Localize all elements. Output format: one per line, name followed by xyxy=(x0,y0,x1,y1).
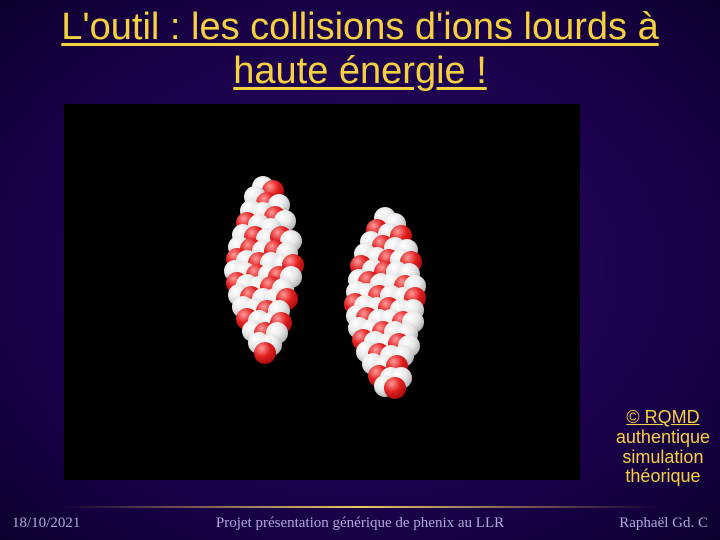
image-caption: © RQMD authentique simulation théorique xyxy=(616,408,710,487)
footer-author: Raphaël Gd. C xyxy=(619,515,708,532)
proton-sphere xyxy=(384,377,406,399)
slide-title: L'outil : les collisions d'ions lourds à… xyxy=(0,0,720,93)
slide-footer: 18/10/2021 Projet présentation générique… xyxy=(0,506,720,540)
caption-line-2: authentique xyxy=(616,428,710,448)
caption-copyright: © RQMD xyxy=(616,408,710,428)
caption-line-4: théorique xyxy=(616,467,710,487)
caption-line-3: simulation xyxy=(616,448,710,468)
footer-project-title: Projet présentation générique de phenix … xyxy=(0,515,720,532)
proton-sphere xyxy=(254,342,276,364)
simulation-image xyxy=(64,104,580,480)
